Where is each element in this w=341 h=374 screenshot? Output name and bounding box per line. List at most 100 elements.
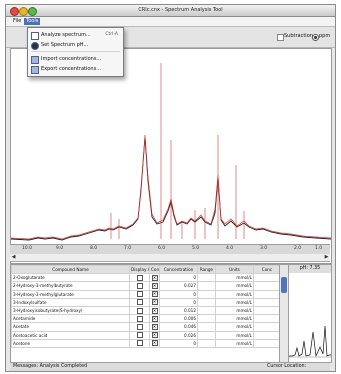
conc-flag-checkbox[interactable] [151, 340, 158, 347]
subtraction-checkbox[interactable] [277, 34, 284, 41]
conc-flag-checkbox[interactable] [151, 323, 158, 330]
mini-spectrum-preview [289, 273, 331, 362]
concentration-cell[interactable]: 0.027 [159, 281, 198, 291]
table-row[interactable]: Acetamide 0.006 mmol/L [11, 314, 280, 324]
conc-flag-checkbox[interactable] [151, 332, 158, 339]
range-cell [197, 322, 216, 332]
conc-flag-checkbox[interactable] [151, 315, 158, 322]
conc-flag-cell[interactable] [149, 330, 160, 340]
column-header-conc[interactable]: Conc [253, 265, 280, 275]
conc-flag-checkbox[interactable] [151, 291, 158, 298]
display-checkbox[interactable] [136, 307, 143, 314]
column-header-conc-flag[interactable]: Conc [149, 265, 160, 275]
analyze-spectrum-menu-item[interactable]: Analyze spectrum... Ctrl-A [28, 30, 123, 40]
table-row[interactable]: Acetate 0.046 mmol/L [11, 322, 280, 332]
concentration-cell[interactable]: 0 [159, 297, 198, 307]
display-checkbox[interactable] [136, 332, 143, 339]
export-concentrations-label: Export concentrations... [41, 66, 101, 72]
range-cell [197, 281, 216, 291]
tools-dropdown-menu: Analyze spectrum... Ctrl-A Set Spectrum … [27, 27, 124, 77]
conc-flag-cell[interactable] [149, 314, 160, 324]
conc-cell [253, 281, 280, 291]
concentration-cell[interactable]: 0 [159, 338, 198, 348]
column-header-compound-name[interactable]: Compound Name [11, 265, 130, 275]
set-spectrum-ph-menu-item[interactable]: Set Spectrum pH... [28, 40, 123, 50]
import-concentrations-menu-item[interactable]: Import concentrations... [28, 54, 123, 64]
conc-flag-checkbox[interactable] [151, 299, 158, 306]
table-row[interactable]: 3-Hydroxy-3-methylglutarate 0 mmol/L [11, 289, 280, 299]
column-header-units[interactable]: Units [215, 265, 254, 275]
concentration-cell[interactable]: 0.006 [159, 314, 198, 324]
close-window-button[interactable] [10, 7, 19, 16]
compound-name-cell: Acetamide [11, 314, 130, 324]
display-checkbox[interactable] [136, 291, 143, 298]
conc-flag-checkbox[interactable] [151, 282, 158, 289]
subtraction-label: Subtraction [284, 33, 313, 39]
display-checkbox-cell[interactable] [129, 305, 150, 316]
column-header-range[interactable]: Range [197, 265, 216, 275]
file-menu[interactable]: File [13, 18, 22, 24]
status-bar: Messages: Analysis Completed Cursor Loca… [10, 362, 330, 371]
axis-tick: 7.0 [124, 246, 132, 251]
units-cell: mmol/L [215, 289, 254, 299]
scroll-left-arrow-icon[interactable]: ◀ [11, 254, 16, 260]
concentration-cell[interactable]: 0 [159, 289, 198, 299]
concentration-cell[interactable]: 0.012 [159, 305, 198, 316]
table-row[interactable]: Acetone 0 mmol/L [11, 338, 280, 348]
menu-bar: File Tools [6, 17, 335, 27]
display-checkbox-cell[interactable] [129, 314, 150, 324]
display-checkbox[interactable] [136, 323, 143, 330]
display-checkbox-cell[interactable] [129, 297, 150, 307]
column-header-display-add-to[interactable]: Display Add To [129, 265, 150, 275]
horizontal-scrollbar[interactable]: ◀ ▶ [10, 254, 330, 262]
spectrum-graph [11, 49, 331, 263]
conc-flag-cell[interactable] [149, 297, 160, 307]
conc-flag-cell[interactable] [149, 289, 160, 299]
display-checkbox-cell[interactable] [129, 273, 150, 283]
tools-menu[interactable]: Tools [24, 18, 41, 25]
conc-flag-cell[interactable] [149, 305, 160, 316]
table-row[interactable]: 2-Oxoglutarate 0 mmol/L [11, 273, 280, 283]
scroll-right-arrow-icon[interactable]: ▶ [324, 254, 329, 260]
display-checkbox[interactable] [136, 299, 143, 306]
table-row[interactable]: 3-Indoxylsulfate 0 mmol/L [11, 297, 280, 307]
units-cell: mmol/L [215, 305, 254, 316]
zoom-window-button[interactable] [28, 7, 37, 16]
spectrum-plot[interactable] [10, 48, 332, 264]
mini-spectrum-trace [289, 325, 331, 358]
display-checkbox-cell[interactable] [129, 330, 150, 340]
display-checkbox[interactable] [136, 315, 143, 322]
ppm-radio[interactable] [312, 34, 319, 41]
status-message: Messages: Analysis Completed [13, 364, 88, 369]
conc-cell [253, 289, 280, 299]
display-checkbox[interactable] [136, 282, 143, 289]
units-cell: mmol/L [215, 297, 254, 307]
range-cell [197, 338, 216, 348]
spectrum-trace [11, 136, 331, 241]
display-checkbox-cell[interactable] [129, 322, 150, 332]
concentration-cell[interactable]: 0.026 [159, 330, 198, 340]
export-concentrations-menu-item[interactable]: Export concentrations... [28, 64, 123, 74]
conc-cell [253, 330, 280, 340]
conc-flag-cell[interactable] [149, 322, 160, 332]
concentration-cell[interactable]: 0 [159, 273, 198, 283]
display-checkbox-cell[interactable] [129, 338, 150, 348]
display-checkbox[interactable] [136, 340, 143, 347]
axis-tick: 3.0 [260, 246, 268, 251]
conc-flag-cell[interactable] [149, 273, 160, 283]
units-cell: mmol/L [215, 273, 254, 283]
conc-flag-checkbox[interactable] [151, 274, 158, 281]
conc-flag-cell[interactable] [149, 281, 160, 291]
column-header-concentration[interactable]: Concentration [159, 265, 198, 275]
display-checkbox-cell[interactable] [129, 281, 150, 291]
table-row[interactable]: Acetoacetic acid 0.026 mmol/L [11, 330, 280, 340]
conc-flag-cell[interactable] [149, 338, 160, 348]
table-row[interactable]: 3-Hydroxyisobutyrate(S-hydroxy) 0.012 mm… [11, 305, 280, 316]
conc-flag-checkbox[interactable] [151, 307, 158, 314]
minimize-window-button[interactable] [19, 7, 28, 16]
concentration-cell[interactable]: 0.046 [159, 322, 198, 332]
display-checkbox-cell[interactable] [129, 289, 150, 299]
scroll-thumb[interactable] [281, 277, 287, 293]
display-checkbox[interactable] [136, 274, 143, 281]
table-row[interactable]: 2-Hydroxy-3-methylbutyrate 0.027 mmol/L [11, 281, 280, 291]
